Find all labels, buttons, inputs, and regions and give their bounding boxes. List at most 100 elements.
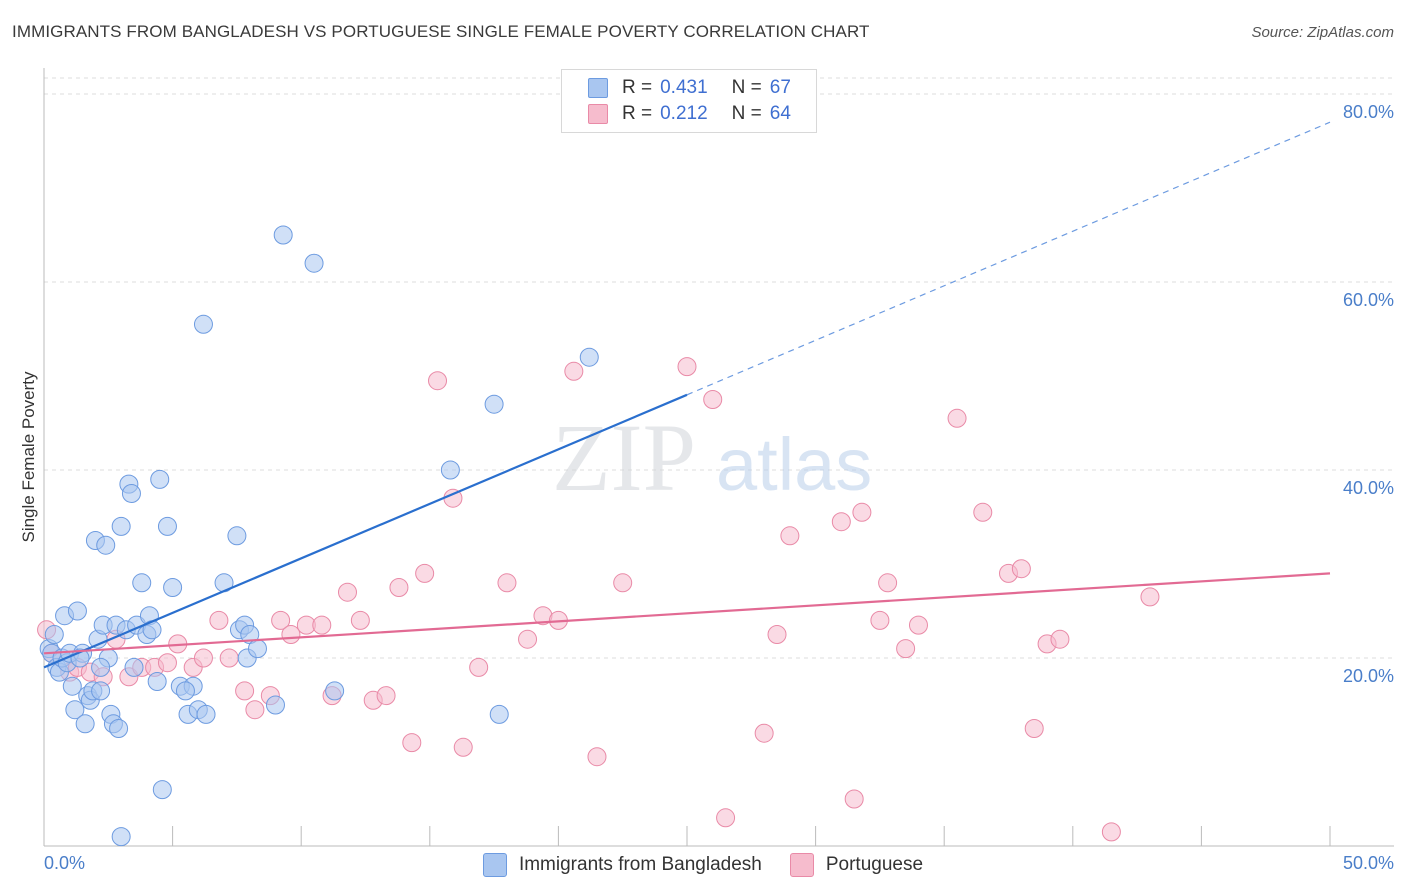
y-tick-label: 60.0%	[1343, 290, 1394, 310]
portuguese-point	[312, 615, 332, 635]
chart-title: IMMIGRANTS FROM BANGLADESH VS PORTUGUESE…	[12, 22, 870, 41]
portuguese-point	[947, 408, 967, 428]
portuguese-point	[1024, 719, 1044, 738]
bangladesh-trend-line	[43, 393, 688, 669]
bangladesh-point	[163, 578, 183, 597]
portuguese-point	[245, 700, 265, 720]
portuguese-point	[564, 361, 584, 381]
y-tick-label: 80.0%	[1343, 102, 1394, 122]
portuguese-point	[767, 625, 787, 644]
series-legend-bangladesh: Immigrants from Bangladesh	[482, 852, 762, 878]
portuguese-point	[908, 615, 928, 635]
bangladesh-point	[196, 704, 216, 724]
x-tick-label-max: 50.0%	[1343, 853, 1394, 873]
bangladesh-point	[227, 526, 247, 546]
bangladesh-point	[304, 253, 324, 273]
portuguese-point	[677, 357, 697, 377]
bangladesh-point	[44, 625, 64, 644]
y-tick-label: 20.0%	[1343, 666, 1394, 686]
series-swatch-pink	[789, 853, 814, 877]
portuguese-point	[852, 502, 872, 522]
portuguese-point	[780, 526, 800, 546]
bangladesh-point	[579, 347, 599, 367]
portuguese-point	[1101, 822, 1121, 842]
bangladesh-point	[147, 672, 167, 691]
y-tick-label: 40.0%	[1343, 478, 1394, 498]
bangladesh-points	[39, 225, 599, 847]
portuguese-point	[428, 371, 448, 391]
y-tick-labels: 20.0% 40.0% 60.0% 80.0%	[1343, 102, 1394, 686]
series-swatch-blue	[482, 853, 507, 877]
portuguese-point	[157, 653, 177, 673]
portuguese-point	[376, 686, 396, 706]
watermark-atlas: atlas	[716, 423, 872, 506]
bangladesh-point	[75, 714, 95, 734]
portuguese-point	[518, 629, 538, 649]
portuguese-point	[235, 681, 255, 701]
bangladesh-point	[325, 681, 345, 701]
bangladesh-point	[175, 681, 195, 701]
legend-n-value: 67	[769, 77, 791, 98]
bangladesh-point	[124, 657, 144, 677]
bangladesh-point	[91, 681, 111, 701]
portuguese-point	[193, 648, 213, 668]
legend-r-value: 0.212	[660, 103, 708, 124]
watermark-zip: ZIP	[552, 404, 696, 511]
bangladesh-point	[273, 225, 293, 245]
portuguese-point	[415, 563, 435, 583]
portuguese-point	[402, 733, 422, 753]
portuguese-trend-line	[43, 572, 1331, 655]
portuguese-point	[716, 808, 736, 828]
bangladesh-point	[111, 827, 131, 847]
bangladesh-point	[65, 700, 85, 720]
portuguese-point	[219, 648, 239, 668]
source-credit: Source: ZipAtlas.com	[1251, 24, 1394, 41]
legend-n-label: N =	[731, 77, 762, 98]
bangladesh-point	[489, 704, 509, 724]
portuguese-point	[209, 610, 229, 630]
bangladesh-point	[150, 469, 170, 489]
watermark: ZIP atlas	[552, 404, 872, 511]
portuguese-point	[973, 502, 993, 522]
portuguese-point	[1140, 587, 1160, 607]
bangladesh-point	[157, 516, 177, 536]
legend-r-value: 0.431	[660, 77, 708, 98]
correlation-legend: R = 0.431 N = 67 R = 0.212 N = 64	[561, 69, 817, 133]
portuguese-point	[831, 512, 851, 532]
bangladesh-point	[109, 719, 129, 738]
bangladesh-point	[121, 484, 141, 503]
legend-row-bangladesh: R = 0.431 N = 67	[588, 76, 791, 100]
legend-n-value: 64	[769, 103, 791, 124]
bangladesh-point	[440, 460, 460, 480]
portuguese-point	[703, 390, 723, 409]
portuguese-point	[896, 639, 916, 659]
portuguese-point	[1011, 559, 1031, 579]
bangladesh-trend-extension	[686, 121, 1331, 396]
series-label-portuguese: Portuguese	[825, 854, 924, 875]
portuguese-point	[337, 582, 357, 602]
portuguese-point	[271, 610, 291, 630]
legend-r-label: R =	[622, 103, 653, 124]
portuguese-point	[878, 573, 898, 593]
portuguese-point	[497, 573, 517, 593]
portuguese-point	[754, 723, 774, 743]
portuguese-point	[389, 578, 409, 597]
legend-swatch-pink	[588, 104, 608, 124]
y-axis-label: Single Female Poverty	[19, 371, 38, 543]
portuguese-point	[844, 789, 864, 809]
portuguese-point	[870, 610, 890, 630]
legend-r-label: R =	[622, 77, 653, 98]
x-tick-marks	[43, 826, 1331, 846]
bangladesh-point	[91, 657, 111, 677]
x-tick-label-min: 0.0%	[44, 853, 85, 873]
bangladesh-point	[62, 676, 82, 696]
bangladesh-point	[193, 314, 213, 334]
portuguese-point	[350, 610, 370, 630]
portuguese-point	[453, 737, 473, 757]
legend-swatch-blue	[588, 78, 608, 98]
bangladesh-point	[111, 516, 131, 536]
bangladesh-point	[152, 780, 172, 800]
portuguese-point	[281, 625, 301, 644]
bangladesh-point	[96, 535, 116, 555]
legend-row-portuguese: R = 0.212 N = 64	[588, 102, 791, 126]
